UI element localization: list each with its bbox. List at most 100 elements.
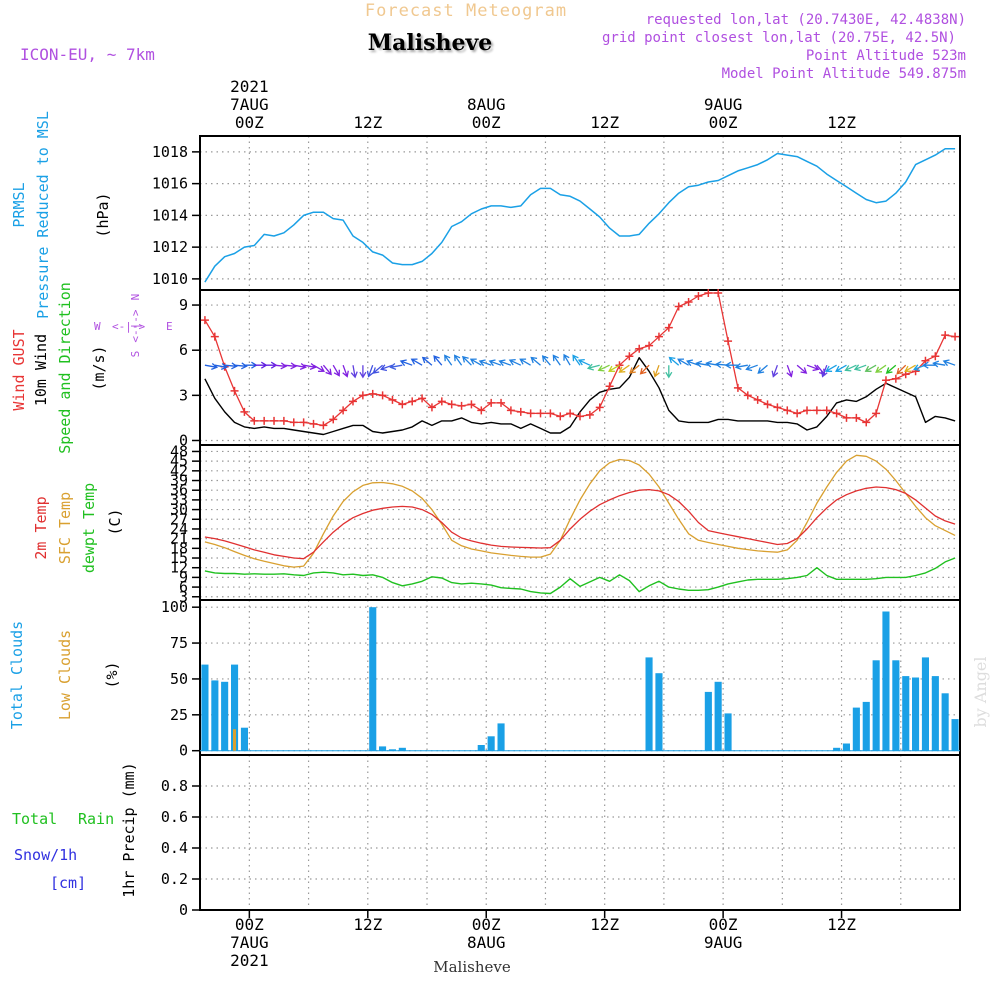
gust-marker — [418, 394, 427, 403]
gust-marker — [477, 406, 486, 415]
total-cloud-bar — [240, 727, 248, 751]
y-tick-label: 3 — [179, 386, 188, 404]
time-label-top: 8AUG — [467, 95, 506, 114]
total-cloud-bar — [487, 736, 495, 751]
gust-marker — [645, 341, 654, 350]
y-tick-label: 30 — [170, 501, 188, 519]
wind-arrow — [461, 355, 472, 366]
compass-arrow-v: <-|-> — [129, 309, 142, 342]
wind-arrow — [825, 364, 837, 372]
total-cloud-bar — [882, 611, 890, 751]
wind-arrow — [273, 362, 288, 370]
credit: by Angel — [971, 656, 990, 727]
gust-marker — [210, 332, 219, 341]
wind-arrow — [322, 364, 332, 376]
wind-gust-line — [204, 292, 956, 427]
point-altitude: Point Altitude 523m — [806, 48, 966, 64]
rain-total-label: Total — [12, 810, 57, 828]
total-cloud-bar — [211, 680, 219, 751]
temp-2m-line — [204, 486, 956, 560]
wind-arrow — [904, 364, 916, 372]
gust-marker — [348, 397, 357, 406]
wind-arrow — [293, 363, 307, 371]
gust-marker — [309, 419, 318, 428]
gust-marker — [654, 332, 663, 341]
y-tick-label: 75 — [170, 634, 188, 652]
gust-marker — [664, 323, 673, 332]
model-label: ICON-EU, ~ 7km — [20, 45, 155, 64]
prmsl-label: PRMSL — [10, 182, 28, 227]
total-cloud-bar — [221, 681, 229, 751]
wind-arrow — [372, 364, 384, 374]
wind-arrow — [875, 364, 887, 373]
total-cloud-bar — [833, 747, 841, 751]
gust-marker — [763, 400, 772, 409]
time-label-bottom: 12Z — [827, 915, 856, 934]
gust-marker — [625, 352, 634, 361]
total-cloud-bar — [369, 607, 377, 751]
time-label-top: 00Z — [709, 113, 738, 132]
y-tick-label: 1018 — [152, 143, 188, 161]
wind-arrow — [639, 364, 650, 375]
wind-arrow — [572, 354, 581, 366]
wind-arrow — [519, 358, 531, 366]
wind-arrow — [478, 359, 492, 367]
temp-2m-label: 2m Temp — [32, 496, 50, 559]
time-label-bottom: 9AUG — [704, 933, 743, 952]
total-cloud-bar — [941, 693, 949, 751]
y-tick-label: 9 — [179, 296, 188, 314]
gust-marker — [487, 398, 496, 407]
wind-arrow — [224, 362, 238, 370]
total-cloud-bar — [231, 664, 239, 751]
gust-marker — [289, 418, 298, 427]
gust-marker — [457, 401, 466, 410]
y-tick-label: 25 — [170, 706, 188, 724]
gust-marker — [270, 416, 279, 425]
total-cloud-bar — [724, 713, 732, 751]
panel-frame — [199, 599, 961, 756]
total-cloud-bar — [398, 747, 406, 751]
wind-arrow — [214, 363, 228, 371]
wind-arrow — [757, 364, 768, 374]
location-title: Malisheve — [368, 30, 492, 56]
panel-frame — [199, 135, 961, 291]
wind-arrow — [896, 364, 907, 375]
gust-marker — [408, 397, 417, 406]
wind-arrow — [389, 363, 403, 371]
y-tick-label: 27 — [170, 510, 188, 528]
gust-marker — [753, 395, 762, 404]
wind-arrow — [453, 354, 463, 366]
time-label-bottom: 8AUG — [467, 933, 506, 952]
gust-marker — [733, 383, 742, 392]
gust-marker — [497, 398, 506, 407]
gust-marker — [842, 413, 851, 422]
y-tick-label: 0.2 — [161, 870, 188, 888]
gust-marker — [793, 409, 802, 418]
time-label-top: 7AUG — [230, 95, 269, 114]
total-cloud-bar — [862, 701, 870, 751]
wind-arrow — [303, 363, 317, 371]
wind-arrow — [498, 359, 512, 367]
wind-arrow — [469, 358, 482, 366]
wind-arrow — [844, 364, 857, 372]
gust-marker — [852, 413, 861, 422]
wind-10m-label: 10m Wind — [32, 334, 50, 406]
wind-arrow — [577, 358, 591, 366]
wind-arrow — [835, 364, 847, 372]
total-cloud-bar — [497, 723, 505, 751]
y-tick-label: 45 — [170, 452, 188, 470]
time-label-top: 00Z — [235, 113, 264, 132]
y-tick-label: 1014 — [152, 206, 188, 224]
gust-marker — [812, 406, 821, 415]
gust-marker — [694, 292, 703, 301]
gust-marker — [941, 331, 950, 340]
wind-arrow — [864, 364, 877, 372]
gust-marker — [891, 374, 900, 383]
gust-marker — [378, 391, 387, 400]
wind-arrow — [942, 359, 956, 367]
gust-marker — [250, 416, 259, 425]
y-tick-label: 12 — [170, 559, 188, 577]
wind-gust-label: Wind GUST — [10, 329, 28, 410]
compass-arrow-h: <-|-> — [112, 320, 145, 333]
wind-arrow — [541, 355, 551, 366]
